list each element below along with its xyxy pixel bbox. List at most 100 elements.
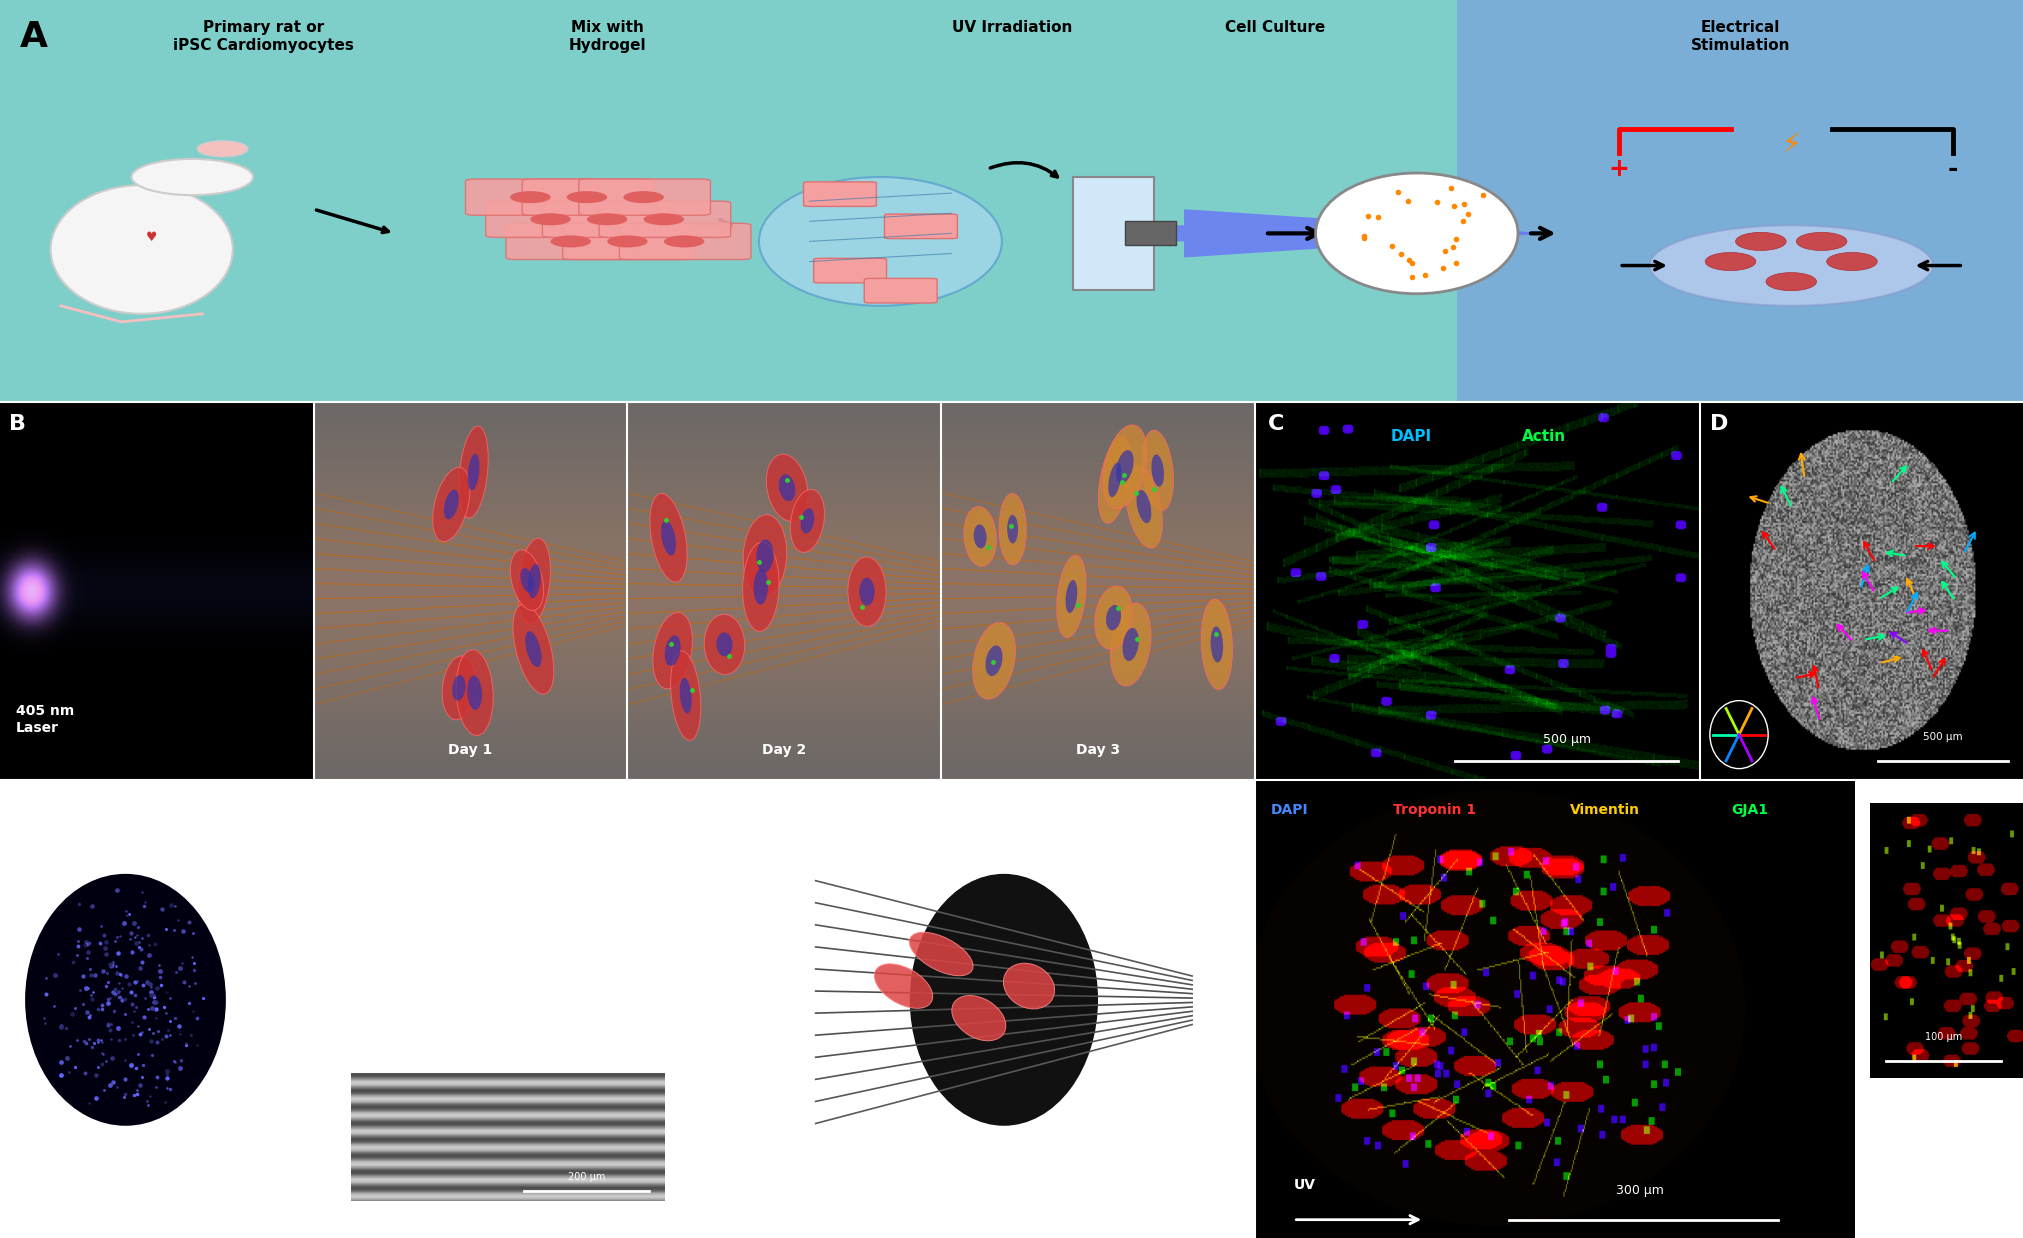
Text: A: A (20, 20, 49, 54)
FancyBboxPatch shape (599, 201, 730, 238)
Ellipse shape (753, 569, 769, 604)
Text: Mix with
Hydrogel: Mix with Hydrogel (568, 20, 645, 52)
Ellipse shape (1064, 581, 1076, 613)
Ellipse shape (1649, 225, 1932, 306)
Ellipse shape (951, 995, 1005, 1041)
Ellipse shape (874, 964, 933, 1008)
Ellipse shape (653, 613, 692, 688)
Ellipse shape (910, 874, 1098, 1125)
FancyBboxPatch shape (579, 180, 710, 215)
Ellipse shape (51, 184, 233, 313)
Text: Speckle
Pattern: Speckle Pattern (95, 1149, 156, 1179)
Ellipse shape (550, 235, 591, 248)
Ellipse shape (467, 454, 479, 490)
FancyBboxPatch shape (803, 182, 876, 207)
Ellipse shape (510, 550, 544, 610)
FancyArrow shape (1133, 209, 1548, 258)
Text: GJA1: GJA1 (1732, 802, 1768, 817)
Text: -: - (1946, 157, 1958, 181)
Ellipse shape (742, 515, 787, 597)
Ellipse shape (757, 540, 773, 572)
Text: B: B (12, 794, 30, 813)
Text: UV Irradiation: UV Irradiation (951, 20, 1072, 35)
Ellipse shape (443, 490, 459, 520)
FancyBboxPatch shape (0, 0, 1457, 402)
Ellipse shape (973, 623, 1016, 699)
Ellipse shape (1105, 605, 1121, 630)
Ellipse shape (1764, 272, 1817, 291)
FancyBboxPatch shape (813, 259, 886, 282)
Ellipse shape (999, 494, 1026, 565)
Ellipse shape (1141, 431, 1173, 511)
Ellipse shape (1151, 454, 1163, 487)
Ellipse shape (1056, 556, 1086, 638)
Text: GelMA
Polymerization: GelMA Polymerization (437, 864, 566, 896)
Ellipse shape (742, 542, 779, 631)
Text: 405 nm
Laser: 405 nm Laser (16, 704, 75, 734)
Ellipse shape (467, 676, 481, 709)
Ellipse shape (1315, 173, 1517, 293)
Ellipse shape (1827, 253, 1877, 271)
Text: Primary rat or
iPSC Cardiomyocytes: Primary rat or iPSC Cardiomyocytes (172, 20, 354, 52)
Ellipse shape (664, 635, 680, 666)
Ellipse shape (908, 932, 973, 976)
FancyBboxPatch shape (1457, 0, 2023, 402)
Text: Cell Alignment: Cell Alignment (947, 1165, 1060, 1179)
Ellipse shape (680, 677, 692, 713)
Text: 500 μm: 500 μm (1922, 732, 1962, 742)
Ellipse shape (1796, 233, 1847, 250)
Ellipse shape (587, 213, 627, 225)
Text: 300 μm: 300 μm (1614, 1184, 1663, 1197)
Ellipse shape (526, 631, 542, 667)
Ellipse shape (973, 525, 985, 548)
Ellipse shape (1098, 437, 1131, 524)
Text: Vimentin: Vimentin (1570, 802, 1639, 817)
Ellipse shape (1200, 599, 1232, 690)
Ellipse shape (530, 213, 570, 225)
Text: B: B (10, 413, 26, 433)
Ellipse shape (433, 468, 469, 542)
FancyBboxPatch shape (522, 180, 653, 215)
FancyBboxPatch shape (1125, 222, 1175, 245)
Text: Day 1: Day 1 (449, 743, 492, 758)
Ellipse shape (131, 158, 253, 196)
Text: Actin: Actin (1521, 428, 1566, 443)
Ellipse shape (670, 651, 700, 740)
Ellipse shape (1210, 626, 1222, 662)
FancyBboxPatch shape (1072, 177, 1153, 290)
Ellipse shape (767, 454, 807, 521)
FancyBboxPatch shape (884, 214, 957, 239)
Ellipse shape (643, 213, 684, 225)
Ellipse shape (704, 614, 744, 675)
Ellipse shape (1103, 425, 1147, 509)
Text: 500 μm: 500 μm (1542, 733, 1590, 747)
Ellipse shape (1736, 233, 1786, 250)
FancyBboxPatch shape (486, 201, 617, 238)
Text: ♥: ♥ (146, 230, 158, 244)
Ellipse shape (518, 539, 550, 624)
Ellipse shape (1003, 963, 1054, 1009)
Ellipse shape (860, 578, 874, 605)
Ellipse shape (716, 633, 732, 656)
FancyBboxPatch shape (542, 201, 674, 238)
Ellipse shape (566, 191, 607, 203)
Ellipse shape (1137, 490, 1151, 524)
Ellipse shape (198, 141, 249, 157)
Text: +: + (1608, 157, 1629, 181)
Text: Day 3: Day 3 (1076, 743, 1119, 758)
FancyBboxPatch shape (619, 223, 751, 260)
Ellipse shape (441, 656, 475, 719)
Ellipse shape (1111, 603, 1151, 686)
Ellipse shape (1123, 628, 1139, 661)
Ellipse shape (451, 675, 465, 701)
Ellipse shape (528, 565, 540, 598)
Ellipse shape (24, 874, 227, 1125)
Ellipse shape (1094, 586, 1131, 649)
Ellipse shape (1007, 515, 1018, 543)
Text: Cell Culture: Cell Culture (1224, 20, 1325, 35)
Ellipse shape (779, 474, 795, 501)
Text: DAPI: DAPI (1270, 802, 1307, 817)
Text: C: C (1268, 413, 1285, 433)
Ellipse shape (512, 604, 554, 695)
Text: Electrical
Stimulation: Electrical Stimulation (1689, 20, 1790, 52)
